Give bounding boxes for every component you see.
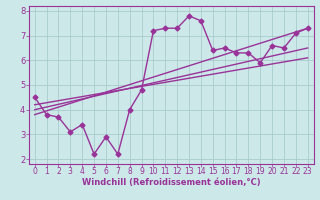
X-axis label: Windchill (Refroidissement éolien,°C): Windchill (Refroidissement éolien,°C) bbox=[82, 178, 260, 187]
